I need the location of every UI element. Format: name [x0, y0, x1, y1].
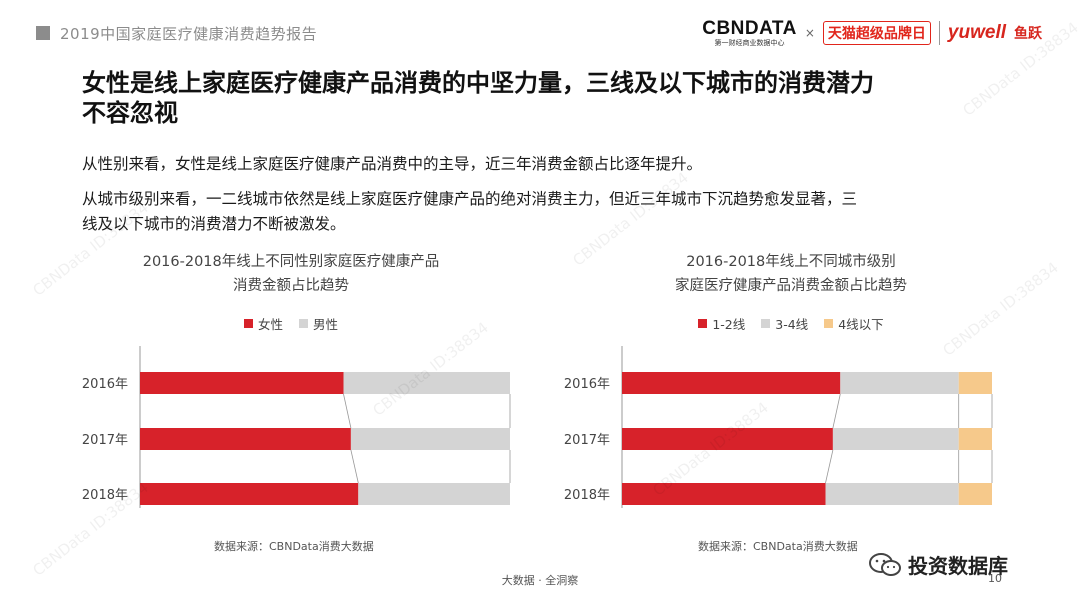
chart-title: 2016-2018年线上不同城市级别 家庭医疗健康产品消费金额占比趋势 [556, 250, 1026, 298]
page-title-line1: 女性是线上家庭医疗健康产品消费的中坚力量，三线及以下城市的消费潜力 [82, 69, 874, 97]
legend-swatch [299, 319, 308, 328]
cbndata-logo-subtitle: 第一财经商业数据中心 [714, 39, 785, 47]
bar-1 [832, 428, 959, 450]
page-title-line2: 不容忽视 [82, 99, 178, 127]
bar-2 [958, 372, 992, 394]
description-city-line1: 从城市级别来看，一二线城市依然是线上家庭医疗健康产品的绝对消费主力，但近三年城市… [82, 190, 858, 208]
bar-1 [343, 372, 510, 394]
connector-line [350, 449, 359, 484]
gender-chart-plot: 2016年 2017年 2018年 [82, 346, 511, 508]
yuwell-logo: yuwell [947, 22, 1006, 43]
legend-item: 女性 [243, 314, 283, 333]
bar-0 [622, 483, 826, 505]
bar-1 [350, 428, 510, 450]
legend-item: 4线以下 [824, 314, 884, 333]
data-source-note: 数据来源：CBNData消费大数据 [214, 540, 374, 553]
legend-swatch [698, 319, 708, 328]
report-title: 2019中国家庭医疗健康消费趋势报告 [60, 25, 318, 43]
bar-0 [622, 372, 841, 394]
bar-0 [140, 372, 344, 394]
logo-group: CBNDATA 第一财经商业数据中心 × 天猫超级品牌日 yuwell 鱼跃 [702, 18, 1042, 48]
tmall-logo: 天猫超级品牌日 [822, 21, 931, 45]
chart-title: 2016-2018年线上不同性别家庭医疗健康产品 消费金额占比趋势 [56, 250, 526, 298]
legend-label: 女性 [257, 317, 283, 332]
tick-label: 2018年 [564, 488, 610, 503]
gender-chart: 2016-2018年线上不同性别家庭医疗健康产品 消费金额占比趋势 女性 男性 2… [56, 250, 526, 560]
chart-title-line2: 家庭医疗健康产品消费金额占比趋势 [675, 278, 907, 294]
legend-item: 1-2线 [698, 314, 745, 333]
wechat-icon [869, 552, 901, 576]
legend-label: 4线以下 [838, 317, 884, 332]
description-city: 从城市级别来看，一二线城市依然是线上家庭医疗健康产品的绝对消费主力，但近三年城市… [82, 187, 1012, 237]
legend-label: 3-4线 [775, 317, 809, 332]
bar-0 [622, 428, 833, 450]
bar-2 [958, 483, 992, 505]
city-tier-chart-plot: 2016年 2017年 2018年 [564, 346, 993, 508]
wechat-label: 投资数据库 [908, 554, 1008, 578]
report-square-icon [36, 26, 50, 40]
bar-2 [958, 428, 992, 450]
connector-line [832, 393, 841, 429]
legend-label: 男性 [313, 317, 339, 332]
connector-line [343, 393, 352, 429]
legend-swatch [824, 319, 834, 328]
tick-label: 2017年 [564, 433, 610, 448]
tick-label: 2016年 [564, 377, 610, 392]
legend-swatch [761, 319, 771, 328]
yuwell-logo-cn: 鱼跃 [1014, 26, 1042, 42]
bar-0 [140, 483, 359, 505]
tick-label: 2017年 [82, 433, 128, 448]
page-number: 10 [988, 572, 1002, 585]
bar-1 [358, 483, 510, 505]
cbndata-logo-text: CBNDATA [702, 18, 797, 39]
legend-swatch [243, 319, 253, 328]
connector-line [825, 449, 834, 484]
chart-legend: 女性 男性 [56, 314, 526, 333]
bar-0 [140, 428, 351, 450]
description-gender: 从性别来看，女性是线上家庭医疗健康产品消费中的主导，近三年消费金额占比逐年提升。 [82, 155, 703, 173]
chart-title-line1: 2016-2018年线上不同性别家庭医疗健康产品 [142, 254, 440, 270]
data-source-note: 数据来源：CBNData消费大数据 [698, 540, 858, 553]
chart-title-line1: 2016-2018年线上不同城市级别 [686, 254, 896, 270]
page-title: 女性是线上家庭医疗健康产品消费的中坚力量，三线及以下城市的消费潜力 不容忽视 [82, 68, 1002, 128]
description-city-line2: 线及以下城市的消费潜力不断被激发。 [82, 215, 346, 233]
cbndata-logo: CBNDATA 第一财经商业数据中心 [702, 19, 797, 47]
bar-1 [840, 372, 959, 394]
legend-item: 男性 [299, 314, 338, 333]
legend-item: 3-4线 [761, 314, 808, 333]
chart-title-line2: 消费金额占比趋势 [233, 278, 349, 294]
legend-label: 1-2线 [712, 317, 746, 332]
tick-label: 2018年 [82, 488, 128, 503]
logo-times-icon: × [804, 26, 815, 40]
city-tier-chart: 2016-2018年线上不同城市级别 家庭医疗健康产品消费金额占比趋势 1-2线… [556, 250, 1026, 560]
logo-divider [938, 21, 940, 45]
footer-tagline: 大数据 · 全洞察 [501, 574, 579, 587]
chart-legend: 1-2线 3-4线 4线以下 [556, 314, 1026, 333]
wechat-badge: 投资数据库 [868, 550, 1008, 579]
bar-1 [825, 483, 959, 505]
tick-label: 2016年 [82, 377, 128, 392]
header-bar: 2019中国家庭医疗健康消费趋势报告 CBNDATA 第一财经商业数据中心 × … [0, 0, 1080, 56]
